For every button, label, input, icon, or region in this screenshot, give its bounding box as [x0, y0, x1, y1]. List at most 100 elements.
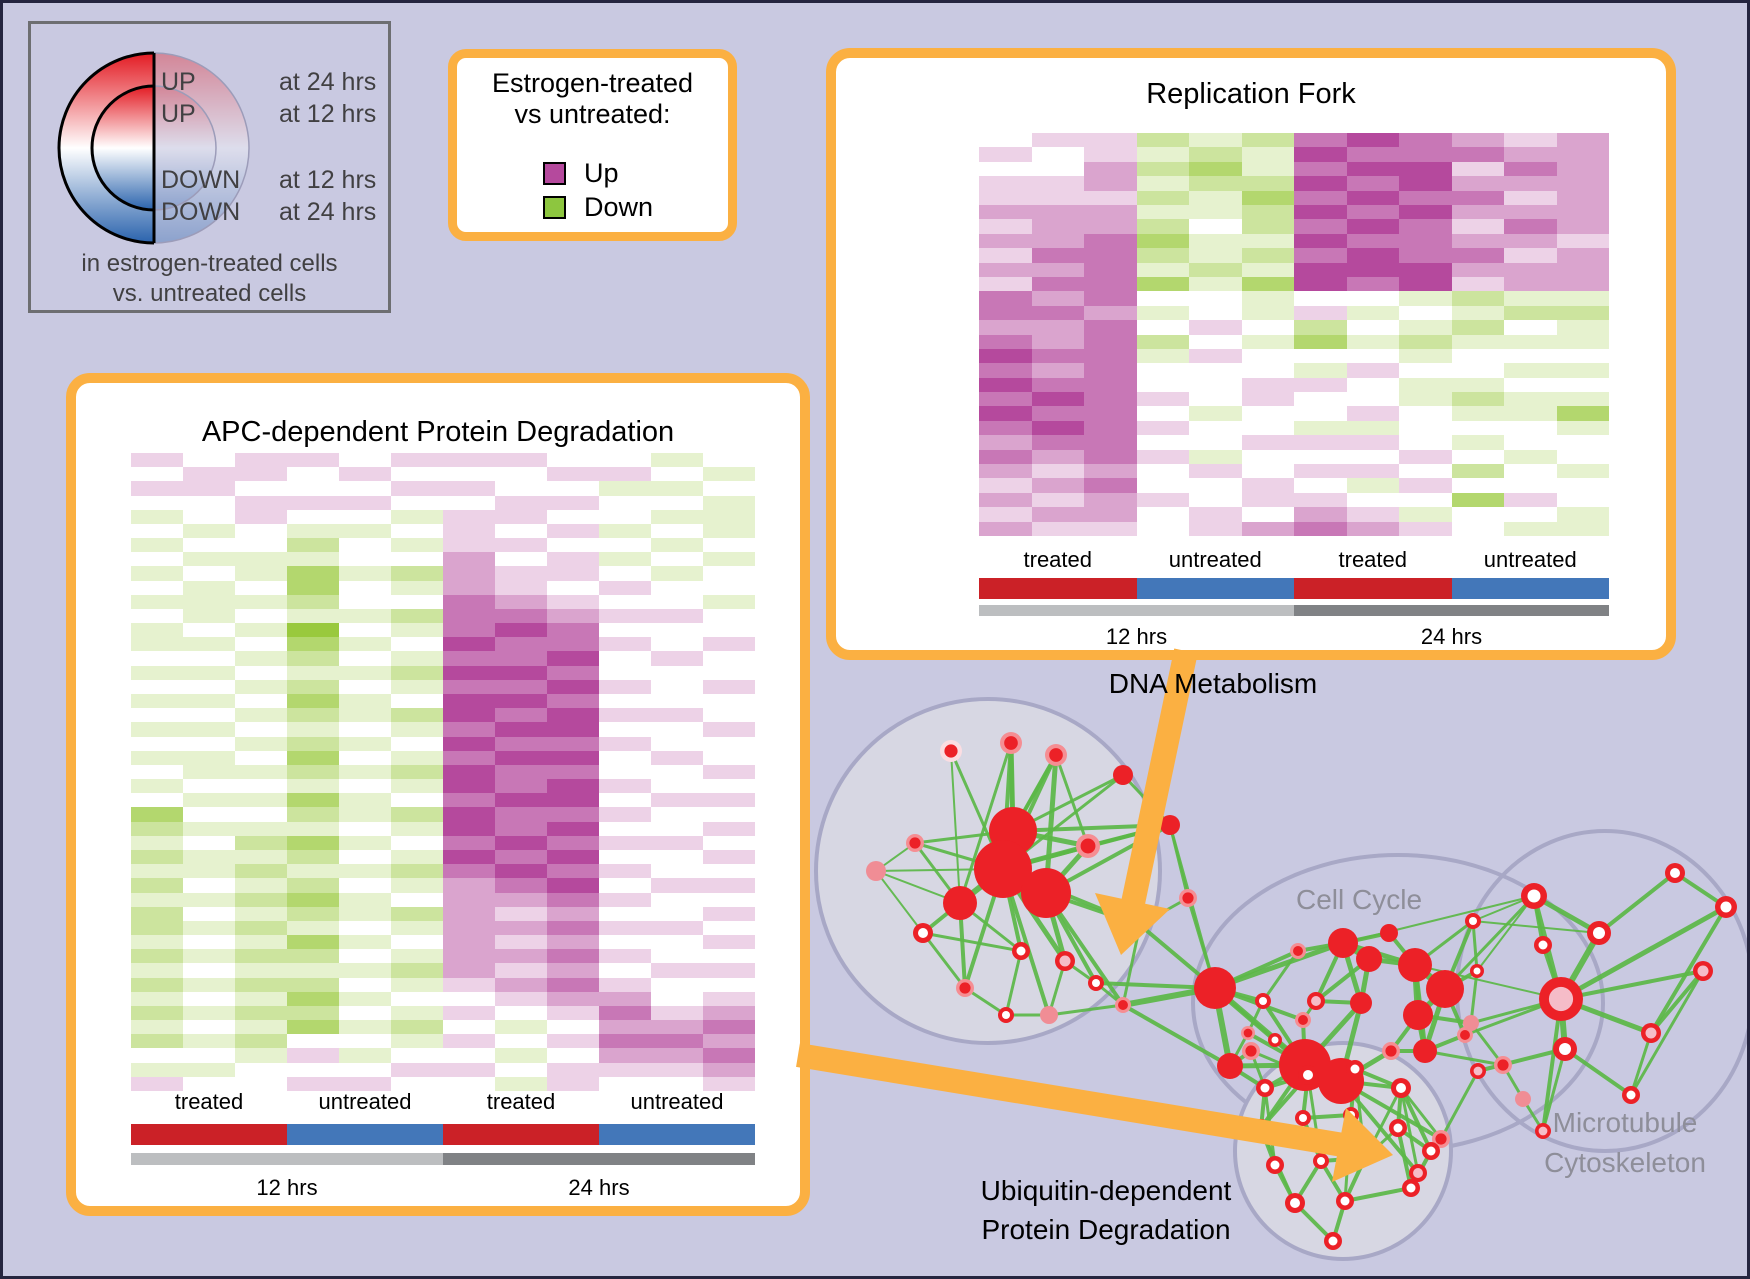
network-node-halo	[1080, 838, 1096, 854]
network-node-halo	[1497, 1059, 1509, 1071]
network-node-ring	[1303, 1070, 1313, 1080]
network-node-ring	[1259, 997, 1267, 1005]
network-node-ring	[1559, 1043, 1571, 1055]
repfork-treated-24-label: treated	[1338, 547, 1408, 572]
key-down-inner-time: at 12 hrs	[279, 166, 377, 194]
panel-to-cluster-arrow-shaft	[796, 1043, 1345, 1157]
legend-item-up: Up	[543, 158, 619, 188]
network-node-ring	[1538, 940, 1548, 950]
network-edge	[1439, 1069, 1480, 1141]
cluster-label-cell-cycle: Cell Cycle	[1295, 884, 1423, 915]
apc-untreated-24-label: untreated	[630, 1089, 724, 1114]
network-node-ring	[1002, 1011, 1010, 1019]
network-edge	[1649, 969, 1705, 1035]
network-edge	[1558, 904, 1729, 1002]
key-down-outer-label: DOWN	[161, 198, 241, 226]
network-node-halo	[959, 982, 971, 994]
replication-fork-panel: Replication Fork treated untreated treat…	[826, 48, 1676, 660]
network-node-pinkring	[1311, 996, 1321, 1006]
network-edge	[1399, 1086, 1420, 1175]
network-node-solid	[1398, 948, 1432, 982]
key-up-outer-label: UP	[161, 68, 196, 96]
network-node-ring	[1271, 1036, 1279, 1044]
apc-time-labels: 12 hrs 24 hrs	[131, 1175, 755, 1201]
apc-time-bar	[131, 1153, 755, 1165]
network-node-halo	[1004, 736, 1018, 750]
treated-bar-segment	[979, 578, 1137, 599]
network-edge	[1399, 1086, 1443, 1141]
network-node-solid	[1194, 967, 1236, 1009]
network-node-ring	[1299, 1114, 1307, 1122]
expression-key-circle-diagram	[57, 51, 250, 245]
apc-12hrs-label: 12 hrs	[256, 1175, 318, 1200]
network-node-pinkring	[1059, 955, 1071, 967]
time-bar-24hrs	[1294, 605, 1609, 616]
key-up-inner-time: at 12 hrs	[279, 100, 377, 128]
network-node-solid	[1021, 868, 1071, 918]
network-node-ring	[1396, 1083, 1406, 1093]
panel-to-cluster-arrow-head	[1095, 893, 1170, 955]
network-edge	[958, 741, 1013, 905]
network-edge	[1047, 1003, 1125, 1017]
estrogen-legend-title: Estrogen-treated vs untreated:	[491, 68, 694, 129]
network-edge	[1121, 1003, 1232, 1068]
network-node-pinkring	[1697, 965, 1709, 977]
network-edge	[1597, 871, 1677, 935]
repfork-12hrs-label: 12 hrs	[1105, 624, 1168, 649]
network-node-whitehalo	[944, 744, 958, 758]
network-edge	[1559, 969, 1705, 1001]
network-node-pinkring	[1413, 1168, 1423, 1178]
network-node-ring	[1290, 1198, 1300, 1208]
network-node-pink	[866, 861, 886, 881]
time-bar-12hrs	[131, 1153, 443, 1165]
network-node-solid	[1113, 765, 1133, 785]
network-edge	[1261, 949, 1300, 1003]
time-bar-24hrs	[443, 1153, 755, 1165]
network-edge	[1301, 1113, 1353, 1120]
network-node-ring	[918, 928, 928, 938]
repfork-panel-title: Replication Fork	[1146, 78, 1356, 110]
down-color-swatch	[543, 195, 566, 219]
apc-treated-24-label: treated	[486, 1089, 556, 1114]
repfork-untreated-12-label: untreated	[1168, 547, 1262, 572]
repfork-group-labels: treated untreated treated untreated	[979, 547, 1609, 573]
untreated-bar-segment	[287, 1124, 443, 1145]
network-node-solid	[1350, 992, 1372, 1014]
network-node-ring	[1720, 901, 1732, 913]
network-edge	[1563, 1047, 1633, 1097]
network-edge	[1443, 894, 1536, 991]
network-edge	[1168, 823, 1217, 990]
network-node-ring	[1092, 979, 1100, 987]
network-node-ring	[1340, 1196, 1350, 1206]
repfork-condition-bar	[979, 578, 1609, 599]
network-node-solid	[1403, 1000, 1433, 1030]
network-node-solid	[1279, 1039, 1331, 1091]
network-node-solid	[1217, 1053, 1243, 1079]
network-edge	[1649, 905, 1728, 1035]
key-caption-line1: in estrogen-treated cells	[81, 250, 338, 277]
network-node-ring	[1406, 1183, 1416, 1193]
network-edge	[1414, 964, 1562, 1000]
network-edge	[921, 931, 967, 990]
network-node-halo	[1435, 1133, 1447, 1145]
network-edge	[1471, 919, 1479, 973]
network-node-solid	[1328, 928, 1358, 958]
treated-bar-segment	[443, 1124, 599, 1145]
up-color-swatch	[543, 161, 566, 185]
network-node-halo	[1243, 1028, 1253, 1038]
network-edge	[1472, 920, 1600, 934]
apc-24hrs-label: 24 hrs	[568, 1175, 630, 1200]
untreated-bar-segment	[599, 1124, 755, 1145]
cluster-label-dna-metabolism: DNA Metabolism	[1108, 668, 1318, 699]
network-edge	[1476, 895, 1535, 972]
network-node-halo	[1298, 1015, 1308, 1025]
repfork-treated-12-label: treated	[1023, 547, 1093, 572]
network-node-ring	[1626, 1090, 1636, 1100]
repfork-24hrs-label: 24 hrs	[1420, 624, 1483, 649]
network-node-halo	[1049, 748, 1063, 762]
network-node-solid	[1356, 946, 1382, 972]
network-node-ring	[1469, 917, 1477, 925]
network-node-pink	[1515, 1091, 1531, 1107]
network-node-ring	[1426, 1146, 1436, 1156]
network-edge	[1343, 1186, 1413, 1203]
